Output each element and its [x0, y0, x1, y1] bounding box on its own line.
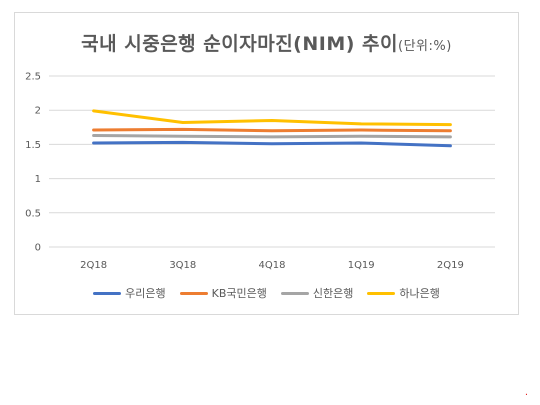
legend-item: KB국민은행: [179, 285, 267, 301]
legend-item: 우리은행: [93, 285, 166, 301]
chart-unit-label: (단위:%): [398, 39, 452, 54]
legend-label: 우리은행: [125, 287, 166, 300]
line-chart: 0 0.5 1 1.5 2 2.5 2Q18 3Q18 4Q18 1Q19 2Q19: [25, 72, 495, 271]
y-tick-label: 2.5: [25, 72, 41, 83]
series-line: [92, 109, 452, 127]
series-line: [92, 134, 452, 139]
chart-title-text: 국내 시중은행 순이자마진(NIM) 추이: [81, 33, 399, 55]
x-tick-label: 3Q18: [169, 260, 196, 271]
series-line: [92, 140, 452, 148]
x-tick-label: 1Q19: [348, 260, 375, 271]
y-tick-label: 2: [35, 106, 41, 117]
chart-area: 국내 시중은행 순이자마진(NIM) 추이(단위:%) 0 0.5 1 1.5 2 2.5…: [14, 12, 519, 315]
x-tick-label: 2Q19: [437, 260, 464, 271]
y-tick-label: 0.5: [25, 208, 41, 219]
corner-mark: ·: [524, 390, 528, 401]
legend-item: 하나은행: [367, 285, 440, 301]
series-line: [92, 127, 452, 133]
legend-label: 하나은행: [399, 287, 440, 300]
x-tick-label: 2Q18: [80, 260, 107, 271]
legend-label: 신한은행: [312, 287, 354, 300]
legend-label: KB국민은행: [211, 287, 267, 300]
legend-item: 신한은행: [280, 285, 354, 301]
legend-swatch: [179, 291, 208, 295]
chart-legend: 우리은행 KB국민은행 신한은행 하나은행: [15, 285, 518, 301]
legend-swatch: [93, 291, 122, 295]
chart-title: 국내 시중은행 순이자마진(NIM) 추이(단위:%): [15, 29, 518, 56]
x-tick-label: 4Q18: [259, 260, 286, 271]
y-tick-label: 0: [35, 243, 41, 254]
legend-swatch: [367, 291, 396, 295]
y-tick-label: 1: [35, 174, 41, 185]
legend-swatch: [280, 291, 309, 295]
y-tick-label: 1.5: [25, 140, 41, 151]
